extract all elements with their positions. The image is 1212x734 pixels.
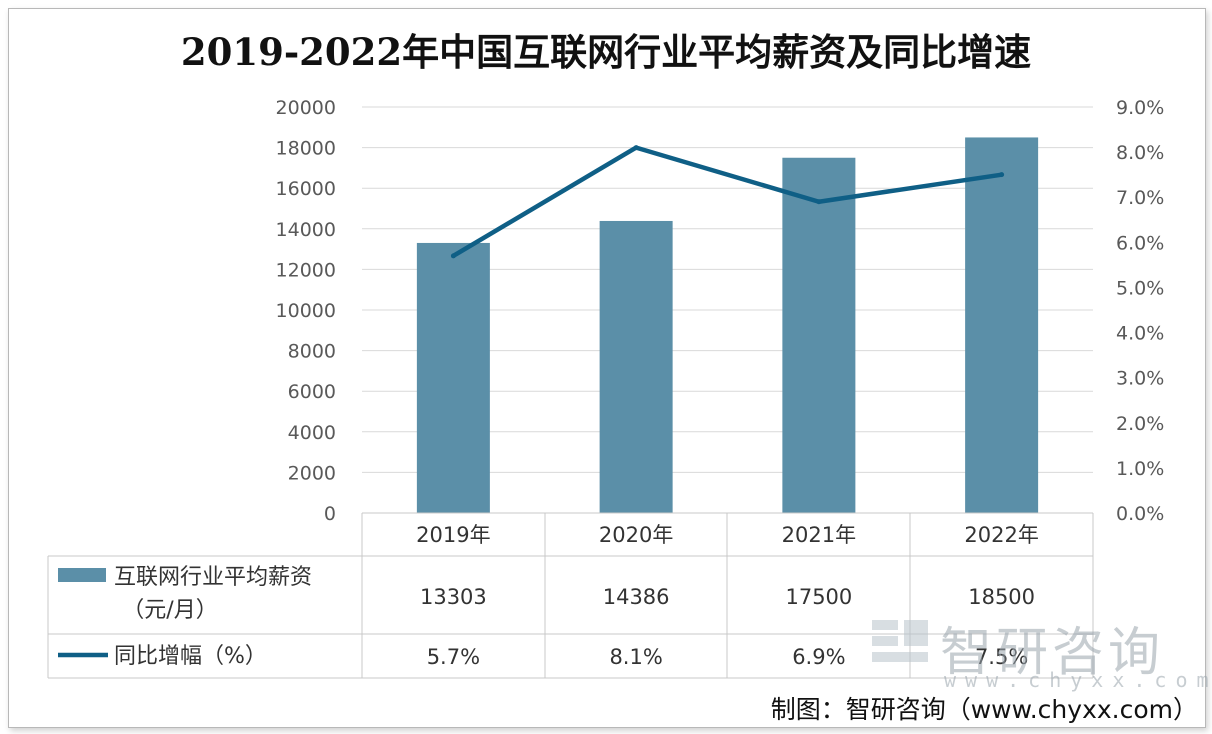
y-right-tick-label: 3.0% — [1116, 368, 1164, 390]
watermark: 智研咨询 www.chyxx.com — [868, 610, 1209, 692]
y-left-tick-label: 8000 — [288, 341, 336, 363]
x-category-label: 2020年 — [599, 523, 673, 547]
y-left-tick-label: 20000 — [276, 97, 336, 119]
y-right-tick-label: 8.0% — [1116, 142, 1164, 164]
watermark-brand: 智研咨询 — [940, 623, 1165, 683]
bar — [782, 157, 856, 513]
growth-value-cell: 5.7% — [427, 645, 480, 669]
y-left-tick-label: 2000 — [288, 462, 336, 484]
x-category-label: 2022年 — [964, 523, 1038, 547]
y-right-tick-label: 6.0% — [1116, 232, 1164, 254]
y-right-tick-label: 1.0% — [1116, 458, 1164, 480]
y-right-tick-label: 2.0% — [1116, 413, 1164, 435]
bar — [965, 137, 1039, 513]
y-left-tick-label: 4000 — [288, 422, 336, 444]
growth-point — [999, 172, 1005, 178]
legend-bar-label-line1: 互联网行业平均薪资 — [114, 565, 312, 590]
y-left-tick-label: 10000 — [276, 300, 336, 322]
y-right-tick-label: 0.0% — [1116, 503, 1164, 525]
y-left-tick-label: 12000 — [276, 259, 336, 281]
y-left-tick-label: 14000 — [276, 219, 336, 241]
y-left-tick-label: 16000 — [276, 178, 336, 200]
bar-value-cell: 18500 — [968, 585, 1035, 609]
growth-point — [450, 253, 456, 259]
watermark-url: www.chyxx.com — [944, 668, 1212, 692]
y-left-tick-label: 18000 — [276, 138, 336, 160]
y-right-tick-label: 4.0% — [1116, 323, 1164, 345]
y-right-tick-label: 9.0% — [1116, 97, 1164, 119]
growth-value-cell: 8.1% — [609, 645, 662, 669]
growth-value-cell: 6.9% — [792, 645, 845, 669]
y-right-tick-label: 5.0% — [1116, 277, 1164, 299]
bar-value-cell: 13303 — [420, 585, 487, 609]
growth-value-cell: 7.5% — [975, 645, 1028, 669]
x-category-label: 2019年 — [416, 523, 490, 547]
watermark-logo-icon — [872, 620, 928, 662]
legend-line-label: 同比增幅（%） — [114, 644, 267, 669]
source-credit: 制图：智研咨询（www.chyxx.com） — [770, 695, 1198, 724]
y-right-tick-label: 7.0% — [1116, 187, 1164, 209]
bar-value-cell: 14386 — [603, 585, 670, 609]
growth-line — [452, 145, 1002, 258]
chart-title: 2019-2022年中国互联网行业平均薪资及同比增速 — [180, 30, 1032, 74]
x-category-label: 2021年 — [782, 523, 856, 547]
legend-bar-label-line2: （元/月） — [122, 598, 217, 623]
y-left-tick-label: 0 — [324, 503, 336, 525]
growth-point — [633, 145, 639, 151]
bar — [416, 242, 490, 513]
bar-value-cell: 17500 — [785, 585, 852, 609]
growth-point — [816, 199, 822, 205]
y-left-tick-label: 6000 — [288, 381, 336, 403]
legend-bar-swatch — [58, 568, 106, 582]
bar — [599, 220, 673, 513]
